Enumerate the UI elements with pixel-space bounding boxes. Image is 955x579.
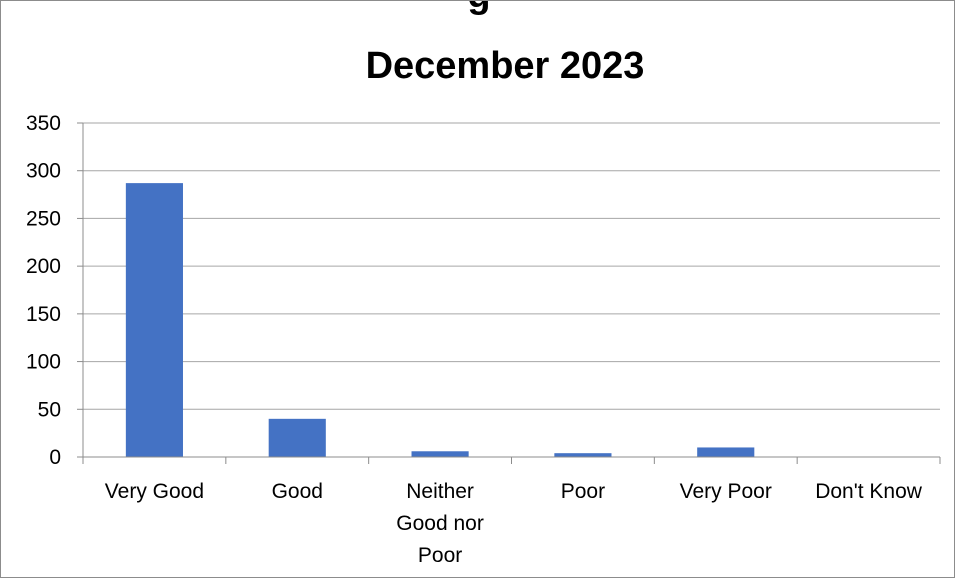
bar bbox=[125, 183, 183, 457]
y-tick-labels: 0 50 100 150 200 250 300 350 bbox=[26, 112, 83, 469]
chart-title: December 2023 bbox=[366, 45, 645, 87]
bar bbox=[554, 453, 612, 457]
y-tick-label: 200 bbox=[26, 255, 61, 278]
y-tick-label: 50 bbox=[38, 398, 61, 421]
y-tick-label: 250 bbox=[26, 207, 61, 230]
x-tick-label: Very Good bbox=[105, 480, 204, 503]
clipped-title-fragment: g bbox=[467, 1, 490, 16]
bars bbox=[125, 183, 755, 457]
axes bbox=[82, 123, 941, 464]
bar bbox=[411, 451, 469, 457]
x-tick-label: Very Poor bbox=[680, 480, 772, 503]
bar bbox=[268, 418, 326, 457]
y-tick-label: 350 bbox=[26, 112, 61, 135]
x-tick-label: Good bbox=[272, 480, 323, 503]
x-tick-labels: Very Good Good Neither Good nor Poor Poor Very… bbox=[105, 480, 923, 567]
y-tick-label: 0 bbox=[49, 446, 61, 469]
x-tick-label: Poor bbox=[561, 480, 605, 503]
bar bbox=[697, 447, 755, 457]
y-tick-label: 300 bbox=[26, 160, 61, 183]
x-tick-label: Don't Know bbox=[815, 480, 923, 503]
gridlines bbox=[83, 122, 940, 410]
x-tick-label: Neither Good nor Poor bbox=[396, 480, 484, 567]
y-tick-label: 100 bbox=[26, 351, 61, 374]
y-tick-label: 150 bbox=[26, 303, 61, 326]
